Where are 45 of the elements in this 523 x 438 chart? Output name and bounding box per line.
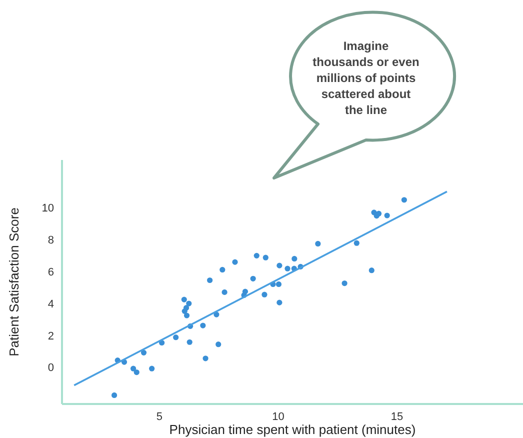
point	[140, 350, 147, 356]
point	[368, 268, 374, 274]
x-tick-label: 5	[156, 410, 162, 423]
point	[292, 256, 298, 262]
point	[250, 276, 256, 282]
point	[284, 266, 290, 272]
point	[200, 322, 206, 328]
x-tick-label: 10	[272, 410, 284, 423]
x-axis-title: Physician time spent with patient (minutes)	[169, 422, 416, 437]
y-tick-label: 10	[42, 202, 54, 215]
y-axis-title: Patient Satisfaction Score	[6, 208, 22, 356]
point	[202, 356, 208, 362]
point	[232, 259, 238, 265]
point	[262, 292, 268, 298]
point	[186, 300, 192, 306]
point	[149, 366, 155, 372]
point	[354, 240, 360, 246]
point	[276, 300, 282, 306]
point	[182, 308, 188, 314]
point	[342, 280, 348, 286]
point	[134, 369, 140, 376]
x-tick-label: 15	[390, 410, 404, 423]
point	[315, 240, 321, 247]
point	[207, 277, 213, 284]
point	[222, 289, 228, 296]
y-tick-label: 0	[48, 362, 54, 374]
y-tick-label: 6	[48, 266, 54, 279]
point	[184, 312, 190, 318]
y-tick-label: 2	[48, 330, 54, 342]
point	[276, 281, 282, 288]
point	[181, 296, 187, 302]
point	[173, 334, 179, 340]
point	[262, 254, 268, 260]
point	[384, 212, 390, 218]
y-tick-label: 8	[48, 234, 54, 247]
point	[216, 342, 222, 348]
point	[111, 392, 118, 398]
point	[186, 339, 192, 345]
point	[130, 366, 136, 372]
point	[254, 252, 260, 258]
point	[276, 262, 282, 268]
text: Imagine thousands or even millions of points scattered about the line	[312, 38, 420, 118]
y-tick-label: 4	[48, 298, 54, 310]
point	[401, 197, 407, 203]
point	[220, 266, 226, 273]
